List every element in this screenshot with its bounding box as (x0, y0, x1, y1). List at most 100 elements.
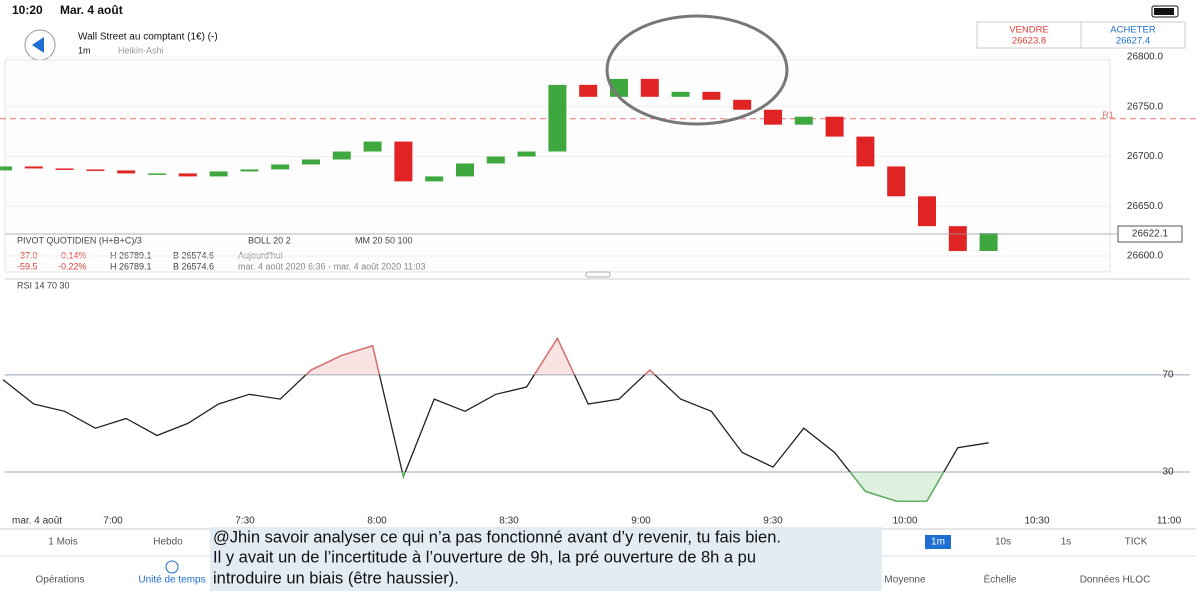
candle (302, 159, 320, 165)
candle (363, 141, 382, 152)
candle (733, 99, 752, 110)
candle (148, 173, 166, 175)
timeframe-option[interactable]: 1m (931, 537, 945, 548)
status-date: Mar. 4 août (60, 3, 123, 17)
rsi-line (2, 337, 989, 502)
oversold-fill (402, 471, 944, 502)
candle (671, 91, 690, 97)
candle (517, 151, 536, 157)
candle (979, 233, 998, 252)
comment-box (210, 527, 882, 591)
candle (918, 196, 936, 227)
change: -37.0 (17, 250, 38, 260)
candle (825, 116, 844, 137)
buy-price: 26627.4 (1116, 36, 1150, 47)
period: mar. 4 août 2020 6:36 - mar. 4 août 2020… (238, 261, 425, 271)
timeframe-option[interactable]: Hebdo (153, 537, 183, 548)
candle (425, 176, 444, 182)
change-percent: -0.22% (58, 261, 87, 271)
high: H 26789.1 (110, 261, 152, 271)
candle (117, 170, 136, 174)
x-tick-label: 8:30 (499, 516, 519, 527)
x-tick-label: 10:30 (1024, 516, 1049, 527)
comment-line: @Jhin savoir analyser ce qui n’a pas fon… (213, 528, 781, 546)
candle (456, 163, 474, 177)
y-tick-label: 70 (1162, 369, 1174, 380)
change-percent: -0.14% (58, 250, 87, 260)
y-tick-label: 26650.0 (1127, 201, 1164, 212)
instrument-name: Wall Street au comptant (1€) (-) (78, 32, 218, 43)
candle (0, 166, 12, 171)
x-tick-label: 10:00 (892, 516, 917, 527)
toolbar-button[interactable]: Opérations (36, 575, 85, 586)
candle (702, 91, 721, 100)
candle (948, 226, 967, 252)
candle (640, 78, 659, 97)
active-timeframe (925, 535, 951, 549)
comment-line: Il y avait un de l’incertitude à l’ouver… (213, 548, 756, 566)
candle (240, 169, 259, 172)
back-arrow (32, 37, 44, 53)
x-tick-label: 9:00 (631, 516, 651, 527)
timeframe-option[interactable]: TICK (1125, 537, 1148, 548)
y-tick-label: 30 (1162, 467, 1174, 478)
candle (579, 84, 598, 97)
x-axis-date: mar. 4 août (12, 516, 62, 527)
last-price-label: 26622.1 (1132, 229, 1169, 240)
last-price-box (1117, 225, 1183, 243)
high: H 26789.1 (110, 250, 152, 260)
sell-label[interactable]: VENDRE (1009, 25, 1049, 36)
candle (24, 166, 43, 169)
toolbar-button[interactable]: Données HLOC (1080, 575, 1151, 586)
candle (764, 109, 782, 125)
comment-line: introduire un biais (être haussier). (213, 569, 459, 587)
rsi-title: RSI 14 70 30 (17, 280, 70, 290)
change: -59.5 (17, 261, 38, 271)
panel-handle[interactable] (585, 271, 611, 278)
timeframe-option[interactable]: 1s (1061, 537, 1072, 548)
y-tick-label: 26600.0 (1127, 251, 1164, 262)
toolbar-button[interactable]: Unité de temps (138, 575, 205, 586)
x-tick-label: 11:00 (1157, 516, 1182, 527)
toolbar-button[interactable]: Moyenne (884, 575, 926, 586)
y-tick-label: 26750.0 (1127, 101, 1164, 112)
candle (209, 171, 228, 177)
toolbar-button[interactable]: Échelle (984, 573, 1017, 586)
period: Aujourd'hui (238, 250, 283, 260)
battery (1151, 5, 1179, 18)
y-tick-label: 26800.0 (1127, 52, 1164, 63)
highlight-circle (605, 14, 789, 126)
status-time: 10:20 (12, 3, 43, 17)
timeframe-option[interactable]: 10s (995, 537, 1011, 548)
candle (856, 136, 875, 167)
candle (178, 173, 197, 177)
candle (887, 166, 906, 197)
candle (548, 84, 567, 152)
indicator-legend: MM 20 50 100 (355, 235, 413, 245)
indicator-legend: PIVOT QUOTIDIEN (H+B+C)/3 (17, 235, 142, 245)
y-tick-label: 26700.0 (1127, 151, 1164, 162)
buy-label[interactable]: ACHETER (1110, 25, 1156, 36)
candle (55, 168, 74, 170)
candle (86, 169, 105, 171)
x-tick-label: 9:30 (763, 516, 783, 527)
sell-price: 26623.8 (1012, 36, 1046, 47)
candle (794, 116, 813, 125)
reference-label: R1 (1102, 110, 1114, 120)
low: B 26574.6 (173, 250, 214, 260)
indicator-legend: BOLL 20 2 (248, 235, 291, 245)
battery-level (1154, 8, 1174, 15)
timeframe: 1m (78, 45, 91, 55)
clock-icon (165, 560, 179, 574)
timeframe-option[interactable]: 1 Mois (48, 537, 77, 548)
x-tick-label: 7:30 (235, 516, 255, 527)
candle (271, 164, 290, 170)
candle (332, 151, 351, 160)
x-tick-label: 8:00 (367, 516, 387, 527)
chart-marks: 26600.0 26650.0 26700.0 26750.0 26800.0 R1 266… (0, 52, 1196, 527)
candle (486, 156, 505, 164)
low: B 26574.6 (173, 261, 214, 271)
